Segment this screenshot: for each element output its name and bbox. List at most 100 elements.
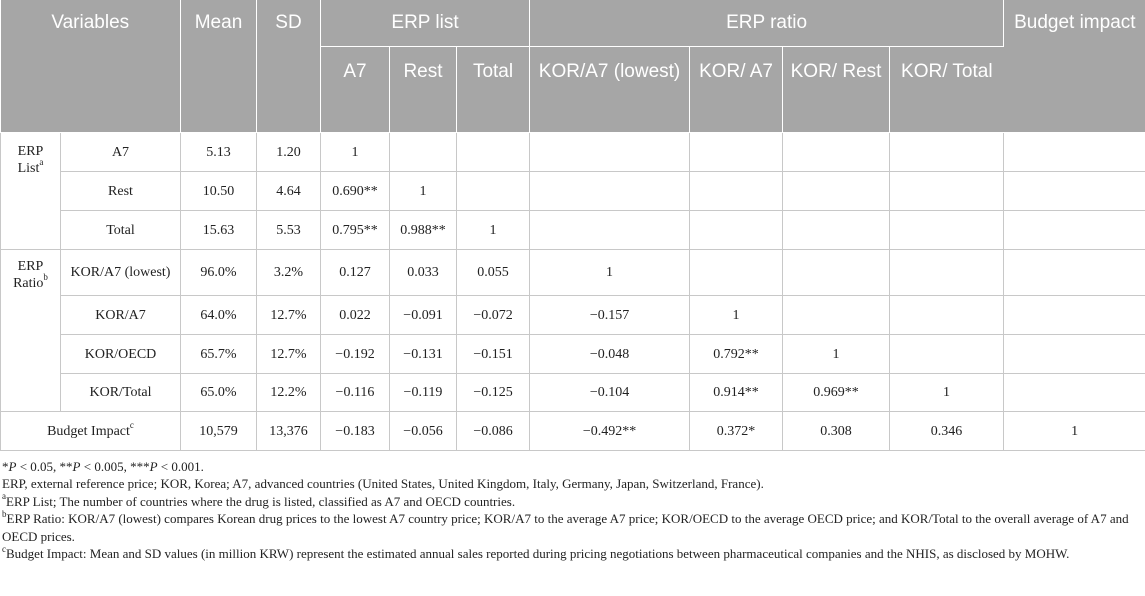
footnote-c: cBudget Impact: Mean and SD values (in m… bbox=[2, 543, 1070, 562]
cell bbox=[1003, 132, 1145, 172]
cell: 0.914** bbox=[689, 373, 784, 412]
cell: 1 bbox=[1003, 411, 1145, 451]
subheader-total: Total bbox=[456, 46, 531, 133]
header-budget-impact: Budget impact bbox=[1003, 0, 1145, 133]
group-label-erp-list: ERP Lista bbox=[0, 132, 61, 250]
header-mean: Mean bbox=[180, 0, 257, 133]
table-row: Rest 10.50 4.64 0.690** 1 bbox=[1, 171, 1145, 211]
header-erp-list: ERP list bbox=[320, 0, 531, 47]
cell: −0.048 bbox=[529, 334, 691, 374]
cell bbox=[689, 132, 784, 172]
cell: −0.104 bbox=[529, 373, 691, 412]
cell bbox=[782, 210, 891, 250]
cell bbox=[1003, 373, 1145, 412]
row-sd: 12.7% bbox=[256, 334, 321, 374]
row-sd: 3.2% bbox=[256, 249, 321, 296]
cell: 0.792** bbox=[689, 334, 784, 374]
row-mean: 64.0% bbox=[180, 295, 257, 335]
cell bbox=[389, 132, 457, 172]
cell: 0.346 bbox=[889, 411, 1005, 451]
cell: −0.091 bbox=[389, 295, 457, 335]
cell bbox=[529, 210, 691, 250]
row-label: Total bbox=[60, 210, 181, 250]
cell bbox=[782, 249, 891, 296]
cell bbox=[1003, 334, 1145, 374]
subheader-rest: Rest bbox=[389, 46, 457, 133]
cell bbox=[782, 171, 891, 211]
group-label-erp-ratio: ERP Ratiob bbox=[0, 249, 61, 412]
subheader-kor-a7: KOR/ A7 bbox=[689, 46, 784, 133]
cell: 0.988** bbox=[389, 210, 457, 250]
cell: 0.308 bbox=[782, 411, 891, 451]
cell bbox=[529, 171, 691, 211]
header-row-2: A7 Rest Total KOR/A7 (lowest) KOR/ A7 KO… bbox=[1, 46, 1145, 133]
table-row: Budget Impactc 10,579 13,376 −0.183 −0.0… bbox=[0, 411, 1145, 451]
subheader-kor-a7-lowest: KOR/A7 (lowest) bbox=[529, 46, 691, 133]
cell bbox=[1003, 249, 1145, 296]
cell bbox=[889, 210, 1005, 250]
row-mean: 65.0% bbox=[180, 373, 257, 412]
cell bbox=[889, 249, 1005, 296]
cell: 0.690** bbox=[320, 171, 390, 211]
subheader-kor-total: KOR/ Total bbox=[889, 46, 1004, 133]
cell bbox=[782, 132, 891, 172]
cell bbox=[1003, 171, 1145, 211]
cell bbox=[1003, 295, 1145, 335]
row-mean: 5.13 bbox=[180, 132, 257, 172]
cell bbox=[455, 171, 531, 211]
cell: −0.151 bbox=[455, 334, 531, 374]
row-mean: 15.63 bbox=[180, 210, 257, 250]
correlation-table: Variables Mean SD ERP list ERP ratio Bud… bbox=[0, 0, 1145, 451]
row-sd: 5.53 bbox=[256, 210, 321, 250]
row-mean: 10,579 bbox=[180, 411, 257, 451]
row-label: Rest bbox=[60, 171, 181, 211]
significance-note: *P < 0.05, **P < 0.005, ***P < 0.001. bbox=[2, 459, 204, 474]
row-label: A7 bbox=[60, 132, 181, 172]
cell bbox=[889, 132, 1005, 172]
header-row-1: Variables Mean SD ERP list ERP ratio Bud… bbox=[0, 0, 1145, 133]
cell bbox=[689, 210, 784, 250]
cell: −0.056 bbox=[389, 411, 457, 451]
table-row: ERP Lista A7 5.13 1.20 1 bbox=[0, 132, 1145, 250]
cell: 1 bbox=[320, 132, 390, 172]
cell: −0.086 bbox=[455, 411, 531, 451]
cell bbox=[529, 132, 691, 172]
table-row: ERP Ratiob KOR/A7 (lowest) 96.0% 3.2% 0.… bbox=[0, 249, 1145, 412]
row-mean: 65.7% bbox=[180, 334, 257, 374]
cell: 1 bbox=[782, 334, 891, 374]
table-row: KOR/Total 65.0% 12.2% −0.116 −0.119 −0.1… bbox=[1, 373, 1145, 412]
footnote-a: aERP List; The number of countries where… bbox=[2, 491, 516, 509]
header-sd: SD bbox=[256, 0, 321, 133]
row-label: KOR/A7 bbox=[60, 295, 181, 335]
header-erp-ratio: ERP ratio bbox=[529, 0, 1005, 47]
cell: 0.795** bbox=[320, 210, 390, 250]
header-variables: Variables bbox=[0, 0, 181, 133]
table-row: KOR/A7 64.0% 12.7% 0.022 −0.091 −0.072 −… bbox=[1, 295, 1145, 335]
cell: 0.127 bbox=[320, 249, 390, 296]
cell: 0.969** bbox=[782, 373, 891, 412]
row-label-budget-impact: Budget Impactc bbox=[0, 411, 181, 451]
row-label: KOR/A7 (lowest) bbox=[60, 249, 181, 296]
cell bbox=[455, 132, 531, 172]
cell: 1 bbox=[529, 249, 691, 296]
table-row: Total 15.63 5.53 0.795** 0.988** 1 bbox=[1, 210, 1145, 250]
cell: 0.033 bbox=[389, 249, 457, 296]
cell: −0.183 bbox=[320, 411, 390, 451]
cell bbox=[689, 249, 784, 296]
subheader-kor-rest: KOR/ Rest bbox=[782, 46, 891, 133]
cell: 1 bbox=[689, 295, 784, 335]
cell: 1 bbox=[389, 171, 457, 211]
table-row: KOR/OECD 65.7% 12.7% −0.192 −0.131 −0.15… bbox=[1, 334, 1145, 374]
cell: 1 bbox=[455, 210, 531, 250]
cell: −0.116 bbox=[320, 373, 390, 412]
cell bbox=[782, 295, 891, 335]
abbreviations-note: ERP, external reference price; KOR, Kore… bbox=[2, 476, 764, 492]
cell bbox=[889, 334, 1005, 374]
cell: −0.119 bbox=[389, 373, 457, 412]
row-label: KOR/Total bbox=[60, 373, 181, 412]
cell bbox=[689, 171, 784, 211]
cell: 1 bbox=[889, 373, 1005, 412]
cell: −0.492** bbox=[529, 411, 691, 451]
row-sd: 4.64 bbox=[256, 171, 321, 211]
row-sd: 12.7% bbox=[256, 295, 321, 335]
